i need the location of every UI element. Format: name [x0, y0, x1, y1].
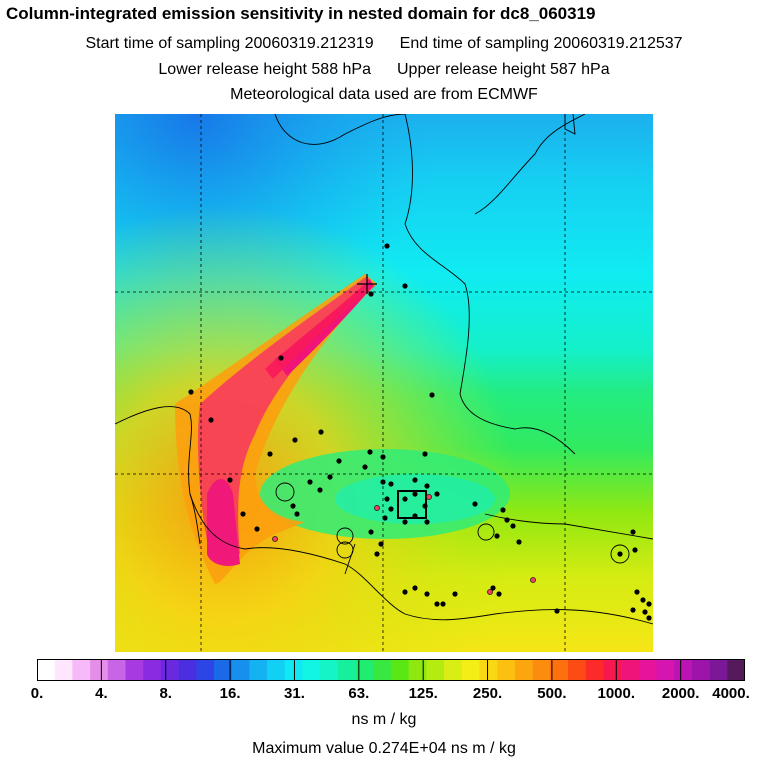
colorbar-segment — [284, 659, 303, 681]
colorbar-segment — [691, 659, 710, 681]
end-time-label: End time of sampling 20060319.212537 — [399, 35, 683, 52]
colorbar-segment — [72, 659, 91, 681]
colorbar-tick-label: 2000. — [661, 685, 700, 702]
start-time-label: Start time of sampling 20060319.212319 — [85, 35, 374, 52]
colorbar-segment — [550, 659, 569, 681]
colorbar-segment — [727, 659, 746, 681]
upper-release-label: Upper release height 587 hPa — [397, 61, 610, 78]
colorbar-segment — [674, 659, 693, 681]
colorbar-tick-label: 63. — [348, 685, 370, 702]
map-title: Column-integrated emission sensitivity i… — [6, 4, 596, 23]
colorbar-tick-label: 1000. — [597, 685, 636, 702]
colorbar-segment — [90, 659, 109, 681]
colorbar-segment — [54, 659, 73, 681]
colorbar-tick-label: 8. — [159, 685, 172, 702]
colorbar-segment — [408, 659, 427, 681]
release-point-marker — [357, 274, 377, 294]
colorbar-segment — [585, 659, 604, 681]
sampling-times: Start time of sampling 20060319.212319 En… — [0, 35, 768, 53]
emission-sensitivity-map — [115, 114, 653, 652]
colorbar-segment — [532, 659, 551, 681]
colorbar-segment — [514, 659, 533, 681]
colorbar — [36, 659, 746, 681]
colorbar-segment — [214, 659, 232, 681]
colorbar-tick-label: 31. — [284, 685, 305, 702]
lower-release-label: Lower release height 588 hPa — [158, 61, 371, 78]
colorbar-segment — [178, 659, 197, 681]
colorbar-segment — [143, 659, 162, 681]
colorbar-segment — [621, 659, 640, 681]
colorbar-segment — [267, 659, 286, 681]
colorbar-segment — [638, 659, 657, 681]
colorbar-segment — [479, 659, 498, 681]
colorbar-segment — [444, 659, 463, 681]
colorbar-segment — [373, 659, 392, 681]
colorbar-tick-label: 4000. — [712, 685, 750, 702]
colorbar-segment — [709, 659, 728, 681]
colorbar-segment — [337, 659, 356, 681]
colorbar-tick-labels: 0. 4. 8. 16. 31. 63. 125. 250. 500. 1000. 2000. 400… — [0, 685, 768, 705]
colorbar-segment — [426, 659, 445, 681]
colorbar-segment — [160, 659, 179, 681]
site-markers — [275, 482, 630, 564]
colorbar-units: ns m / kg — [351, 711, 417, 728]
colorbar-segment — [461, 659, 480, 681]
colorbar-border — [37, 659, 745, 681]
measurement-dots — [188, 243, 652, 621]
colorbar-segment — [320, 659, 339, 681]
colorbar-segment — [249, 659, 268, 681]
colorbar-segment — [497, 659, 516, 681]
colorbar-segment — [656, 659, 675, 681]
colorbar-tick-label: 125. — [408, 685, 438, 702]
colorbar-segment — [107, 659, 126, 681]
colorbar-tick-label: 16. — [219, 685, 241, 702]
met-data-label: Meteorological data used are from ECMWF — [230, 86, 538, 103]
colorbar-segment — [37, 659, 55, 681]
colorbar-segment — [125, 659, 144, 681]
highlight-dots — [272, 494, 536, 595]
colorbar-segment — [302, 659, 321, 681]
colorbar-segment — [196, 659, 215, 681]
colorbar-segment — [231, 659, 250, 681]
colorbar-tick-label: 250. — [472, 685, 503, 702]
colorbar-segment — [603, 659, 622, 681]
colorbar-tick-label: 4. — [95, 685, 108, 702]
colorbar-tick-label: 500. — [537, 685, 567, 702]
colorbar-segment — [355, 659, 374, 681]
colorbar-tick-label: 0. — [30, 685, 44, 702]
maximum-value-label: Maximum value 0.274E+04 ns m / kg — [252, 740, 516, 757]
colorbar-segment — [568, 659, 586, 681]
colorbar-segment — [391, 659, 409, 681]
release-heights: Lower release height 588 hPa Upper releas… — [0, 61, 768, 79]
